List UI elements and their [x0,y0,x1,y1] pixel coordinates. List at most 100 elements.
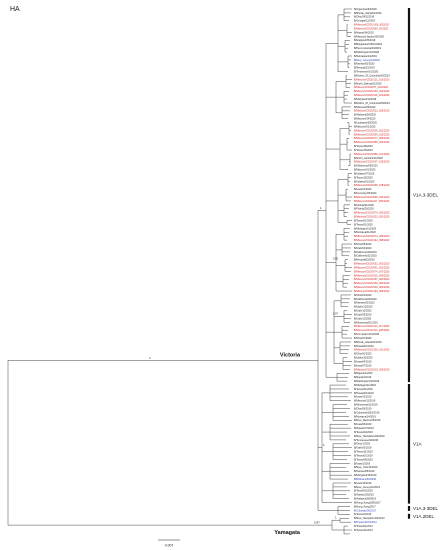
taxon-label: B/Missouri/CD20/089_010/2020 [354,141,390,144]
taxon-label: B/Missouri/CD20/054_015/2020 [354,133,390,136]
taxon-label: B/Minnesota/11/2019 [354,404,378,407]
taxon-label: B/Missouri/CD20/022_029/2020 [354,110,390,113]
victoria-label: Victoria [280,352,301,358]
taxon-label: B/Nigeria/1/2020 [354,372,373,375]
taxon-label: B/Missouri/CD20/074_023/2020 [354,212,390,215]
taxon-label: B/Connecticut/11/2020 [354,333,380,336]
taxon-label: B/Montana/14/2019 [354,415,376,418]
taxon-label: B/Alabama/08/2019 [354,498,377,501]
taxon-label: B/Ohio/01/2020 [354,294,372,297]
taxon-label: B/California/40/2019 [354,251,377,254]
taxon-label: B/Texas/02/2019 [354,431,373,434]
figure-title: HA [10,6,20,13]
support-value: 1 [323,443,325,447]
taxon-label: B/Washington/01/2020 [354,51,380,54]
taxon-label: B/Missouri/CD20/007_015/2020 [354,161,390,164]
taxon-label: B/Texas/2/2013 [354,513,372,516]
taxon-label: B/Louisiana/35/2020 [354,122,377,125]
taxon-label: B/Ohio/06/2019 [354,407,372,410]
annotations: 1 1 1 0.97 1 0.95 0.97 Victoria Yamagata V1A.3-3D… [149,8,439,548]
taxon-label: B/Florida/25/2020 [354,208,374,211]
taxon-label: B/Bangladesh/4001/2020 [354,43,383,46]
taxon-label: B/Georgia/12/2019 [354,20,376,23]
taxon-label: B/Iowa/13/2019 [354,482,372,485]
tree-branches [7,8,352,535]
taxon-label: B/New_Jersey/01/2019 [354,486,380,489]
taxon-label: B/District_Of_Columbia/35/2019 [354,102,390,105]
taxon-label: B/Idaho/12/2020 [354,306,373,309]
taxon-label: B/Ohio/1/2019 [354,443,371,446]
taxon-label: B/Utah/13/2020 [354,310,372,313]
clade-v1a2del-label: V1A.2DEL [413,514,435,519]
taxon-label: B/Rhode_Island/01/2019 [354,341,382,344]
scale-bar-label: 0.007 [165,544,174,548]
taxon-label: B/Missouri/CD20/117_005/2020 [354,200,390,203]
taxon-label: B/Utah/05/2020 [354,313,372,316]
support-value: 0.97 [333,312,339,316]
clade-v1a3-3del-b-label: V1A.3-3DEL [413,506,439,511]
clade-v1a-label: V1A [413,441,422,446]
taxon-label: B/Michigan/11/2019 [354,384,377,387]
taxon-label: B/Kansas/02/2020 [354,63,375,66]
taxon-label: B/Colorado/06/2017 [354,509,377,512]
taxon-label: B/Indiana/01/2020 [354,180,375,183]
taxon-label: B/Missouri/CD20/035_001/2020 [354,129,390,132]
taxon-label: B/Colombia/3001/2019 [354,411,380,414]
taxon-label: B/Hawaii/34/2020 [354,31,374,34]
taxon-label: B/Iowa/1/2019 [354,462,371,465]
taxon-label: B/Missouri/CD20/074_028/2020 [354,235,390,238]
taxon-label: B/Tennessee/01/2020 [354,71,379,74]
taxon-label: B/Missouri/CD20/052_002/2020 [354,263,390,266]
taxon-label: B/Argentina/64/2020 [354,8,377,11]
taxon-label: B/Nevada/02/2020 [354,259,375,262]
taxon-label: B/Hawaii/01/2020 [354,345,374,348]
taxon-label: B/Missouri/Jacobs/06/2020 [354,35,385,38]
taxon-label: B/Missouri/CD20/039_002/2020 [354,286,390,289]
taxon-label: B/Iowa/01/2020 [354,188,372,191]
taxon-label: B/Nebraska/14/2019 [354,55,377,58]
taxon-label: B/Idaho/10/2020 [354,357,373,360]
taxon-label: B/Missouri/CD20/015_026/2020 [354,368,390,371]
taxon-label: B/Missouri/CD20/095_018/2020 [354,184,390,187]
support-value: 0.95 [333,257,339,261]
taxon-label: B/Missouri/CD20/139_090/2020 [354,282,390,285]
taxon-label: B/Missouri/24/2020 [354,118,376,121]
taxon-label: B/Missouri/CD20/130_042/2020 [354,90,390,93]
taxon-label: B/Missouri/CD20/113_028/2020 [354,329,390,332]
yamagata-label: Yamagata [274,530,301,536]
taxon-label: B/North_Dakota/01/2020 [354,82,382,85]
taxon-label: B/Missouri/CD20/022_001/2020 [354,216,390,219]
taxon-label: B/Missouri/CD20/119_014/2020 [354,94,390,97]
taxon-label: B/Tennessee/04/2019 [354,439,379,442]
taxon-label: B/Missouri/CD20/064_30/2020 [354,27,389,30]
taxon-label: B/Ohio/01/2020 [354,353,372,356]
taxon-label: B/Missouri/CD20/089_021/2020 [354,153,390,156]
taxon-label: B/Missouri/CD20/097_020/2020 [354,278,390,281]
taxon-label: B/Nepal/1/2019 [354,376,372,379]
taxon-label: B/Iowa/07/2019 [354,364,372,367]
taxon-label: B/Texas/01/2020 [354,223,373,226]
taxon-label: B/California/21/2020 [354,255,377,258]
taxon-label: B/Missouri/CD20/074_007/2020 [354,270,390,273]
taxon-label: B/Missouri/CD20/100_011/2020 [354,349,390,352]
taxon-label: B/Florida/01/2020 [354,204,374,207]
taxon-label: B/Missouri/CD20/077_009/2020 [354,137,390,140]
taxon-label: B/New_Mexico/05/2019 [354,419,381,422]
taxon-label: B/Ohio/07/2020 [354,337,372,340]
taxon-label: B/Missouri/CD20/1/06_82/2020 [354,24,389,27]
taxon-label: B/Missouri/CD20/146_008/2020 [354,290,390,293]
taxon-label: B/California/03/2020 [354,298,377,301]
support-value: 1 [320,206,322,210]
taxon-label: B/New_Jersey/04/2020 [354,59,380,62]
taxon-label: B/Missouri/CD20/121_013/2020 [354,78,390,81]
taxon-label: B/Alabama/06/2020 [354,114,377,117]
taxon-label: B/Missouri/05/2020 [354,106,376,109]
taxon-label: B/Washington/02/2019 [354,380,380,383]
taxon-label: B/Texas/01/2019 [354,454,373,457]
support-value: 1 [335,516,337,520]
taxon-label: B/Missouri/CD20/026_009/2020 [354,274,390,277]
taxon-label: B/Missouri/01/2020 [354,169,376,172]
taxon-label: B/Kansas/05/2019 [354,470,375,473]
taxon-label: B/Texas/01/2014 [354,525,373,528]
taxon-label: B/Missouri/CD20/061_001/2020 [354,266,390,269]
